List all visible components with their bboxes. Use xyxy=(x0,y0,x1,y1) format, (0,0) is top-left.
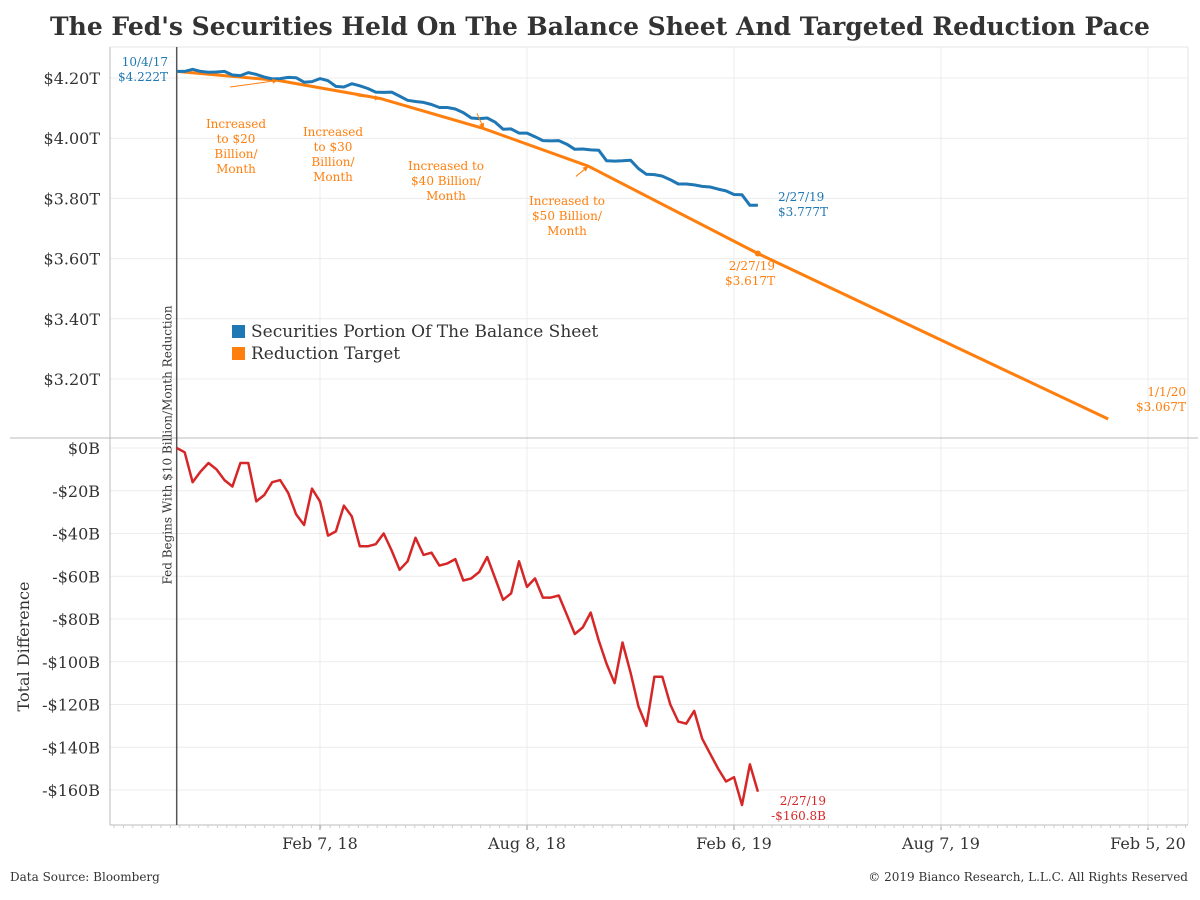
annotation-line: Increased to xyxy=(529,194,605,208)
y-tick-label-top: $4.00T xyxy=(44,129,101,148)
annotation-line: $3.617T xyxy=(725,274,775,288)
x-tick-label: Aug 8, 18 xyxy=(487,834,566,853)
x-tick-label: Feb 5, 20 xyxy=(1110,834,1186,853)
reduction-target-line xyxy=(176,69,1109,421)
x-tick-label: Feb 7, 18 xyxy=(282,834,358,853)
y-tick-label-top: $3.40T xyxy=(44,310,101,329)
legend-label: Reduction Target xyxy=(251,344,400,364)
y-axis-title-bottom: Total Difference xyxy=(14,582,33,712)
y-tick-label-bottom: $0B xyxy=(68,439,100,458)
difference-end-label: 2/27/19 -$160.8B xyxy=(771,794,826,823)
start-marker-label: Fed Begins With $10 Billion/Month Reduct… xyxy=(161,305,175,584)
annotation-line: $4.222T xyxy=(118,70,168,84)
y-tick-label-bottom: -$40B xyxy=(52,525,100,544)
y-tick-label-top: $3.80T xyxy=(44,189,101,208)
annotation-line: 2/27/19 xyxy=(778,190,824,204)
x-tick-label: Feb 6, 19 xyxy=(696,834,772,853)
copyright-note: © 2019 Bianco Research, L.L.C. All Right… xyxy=(868,870,1188,884)
annotation-line: Month xyxy=(547,224,587,238)
securities-line xyxy=(176,67,758,207)
annotation-line: 1/1/20 xyxy=(1147,385,1186,399)
annotation-line: to $30 xyxy=(314,140,353,154)
x-tick-label: Aug 7, 19 xyxy=(901,834,980,853)
annotation-label: Increased to $50 Billion/Month xyxy=(529,194,605,238)
annotation-arrow xyxy=(230,79,278,88)
y-tick-label-bottom: -$140B xyxy=(42,738,100,757)
annotation-label: Increased to $20 Billion/Month xyxy=(206,117,266,176)
y-tick-label-bottom: -$120B xyxy=(42,696,100,715)
y-tick-label-bottom: -$20B xyxy=(52,482,100,501)
y-tick-label-top: $3.20T xyxy=(44,370,101,389)
annotation-line: Increased to xyxy=(408,159,484,173)
annotation-line: 2/27/19 xyxy=(729,259,775,273)
y-tick-label-bottom: -$60B xyxy=(52,567,100,586)
legend-swatch xyxy=(232,347,245,360)
annotation-line: Month xyxy=(426,189,466,203)
annotation-line: 10/4/17 xyxy=(122,55,168,69)
annotation-line: $3.777T xyxy=(778,205,828,219)
y-tick-label-bottom: -$100B xyxy=(42,653,100,672)
chart-labels: Fed Begins With $10 Billion/Month Reduct… xyxy=(118,55,1186,823)
annotation-line: Increased xyxy=(206,117,266,131)
target-marker-point xyxy=(754,250,761,257)
annotation-line: -$160.8B xyxy=(771,809,826,823)
annotation-line: $3.067T xyxy=(1136,400,1186,414)
annotation-line: Increased xyxy=(303,125,363,139)
data-source-note: Data Source: Bloomberg xyxy=(10,870,160,884)
annotation-label: 2/27/19 $3.617T xyxy=(725,259,775,288)
annotation-label: 10/4/17 $4.222T xyxy=(118,55,168,84)
annotation-line: $50 Billion/ xyxy=(532,209,603,223)
annotation-line: Billion/ xyxy=(311,155,355,169)
y-tick-label-bottom: -$80B xyxy=(52,610,100,629)
annotation-line: Month xyxy=(313,170,353,184)
annotation-arrowhead xyxy=(272,78,278,84)
annotation-label: 2/27/19 $3.777T xyxy=(778,190,828,219)
annotation-line: 2/27/19 xyxy=(780,794,826,808)
annotation-arrowhead xyxy=(479,122,484,129)
annotation-label: Increased to $30 Billion/Month xyxy=(303,125,363,184)
annotation-arrowhead xyxy=(374,95,381,101)
legend-swatch xyxy=(232,325,245,338)
annotation-line: Month xyxy=(216,162,256,176)
gridlines xyxy=(110,47,1188,825)
y-tick-label-top: $4.20T xyxy=(44,69,101,88)
annotation-line: $40 Billion/ xyxy=(411,174,482,188)
annotation-arrowhead xyxy=(582,166,589,172)
annotation-line: Billion/ xyxy=(214,147,258,161)
annotation-label: Increased to $40 Billion/Month xyxy=(408,159,484,203)
y-tick-label-top: $3.60T xyxy=(44,250,101,269)
y-tick-label-bottom: -$160B xyxy=(42,781,100,800)
annotation-line: to $20 xyxy=(217,132,256,146)
axes: $4.20T $4.00T $3.80T $3.60T $3.40T $3.20T $0B -… xyxy=(10,46,1198,853)
total-difference-line xyxy=(176,446,760,807)
chart-title: The Fed's Securities Held On The Balance… xyxy=(50,12,1150,41)
legend-label: Securities Portion Of The Balance Sheet xyxy=(251,322,598,342)
annotation-label: 1/1/20 $3.067T xyxy=(1136,385,1186,414)
